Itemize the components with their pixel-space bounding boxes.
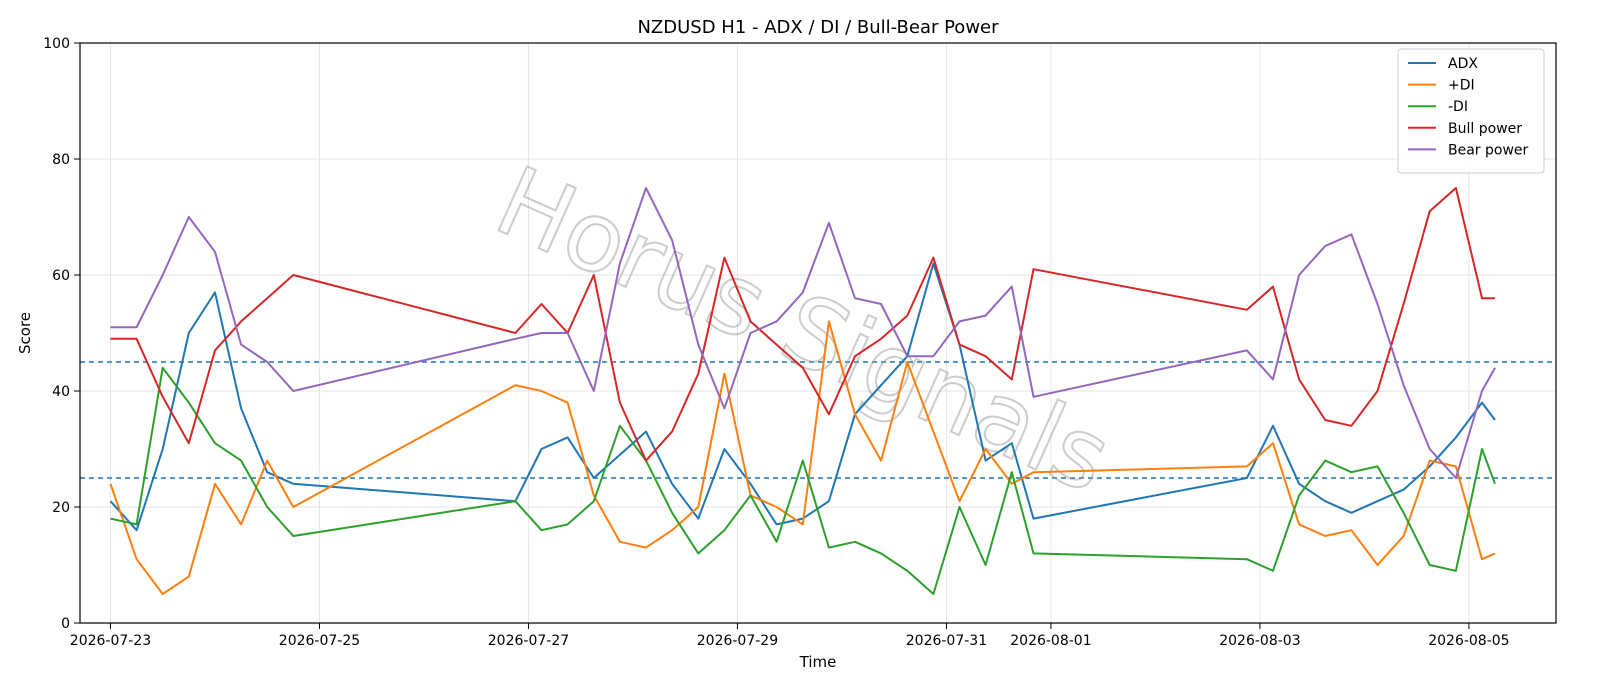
x-tick-label: 2026-07-27	[488, 633, 569, 649]
x-axis-title: Time	[799, 653, 837, 671]
series-line-bear-power	[110, 187, 1496, 479]
legend: ADX +DI -DI Bull power Bear power	[1397, 48, 1545, 174]
legend-box	[1397, 48, 1545, 174]
legend-label: ADX	[1448, 56, 1478, 72]
y-tick-label: 60	[52, 268, 70, 284]
series-line-adx	[109, 262, 1496, 532]
reference-lines	[80, 361, 1556, 479]
x-tick-label: 2026-07-31	[906, 633, 987, 649]
y-tick-label: 80	[52, 152, 70, 168]
y-tick-label: 100	[43, 36, 70, 52]
x-tick-label: 2026-07-23	[70, 633, 151, 649]
x-tick-label: 2026-07-25	[279, 633, 360, 649]
legend-label: -DI	[1448, 99, 1468, 115]
x-tick-label: 2026-08-01	[1010, 633, 1091, 649]
y-tick-label: 0	[61, 616, 70, 632]
series-lines	[109, 187, 1496, 595]
legend-label: Bull power	[1448, 121, 1522, 137]
x-tick-label: 2026-08-03	[1219, 633, 1300, 649]
y-tick-label: 20	[52, 500, 70, 516]
series-line-di	[110, 366, 1496, 595]
y-tick-label: 40	[52, 384, 70, 400]
axis-ticks: 0 20 40 60 80 100 2026-07-23 2026-07-25 2026-07-…	[43, 36, 1509, 649]
x-tick-label: 2026-07-29	[697, 633, 778, 649]
plot-frame	[79, 42, 1557, 624]
series-line-di	[109, 320, 1496, 595]
grid	[80, 42, 1556, 624]
legend-label: +DI	[1448, 78, 1475, 94]
x-tick-label: 2026-08-05	[1428, 633, 1509, 649]
legend-label: Bear power	[1448, 142, 1529, 158]
series-line-bull-power	[110, 187, 1495, 462]
y-axis-title: Score	[16, 312, 34, 354]
chart-title: NZDUSD H1 - ADX / DI / Bull-Bear Power	[637, 17, 999, 38]
